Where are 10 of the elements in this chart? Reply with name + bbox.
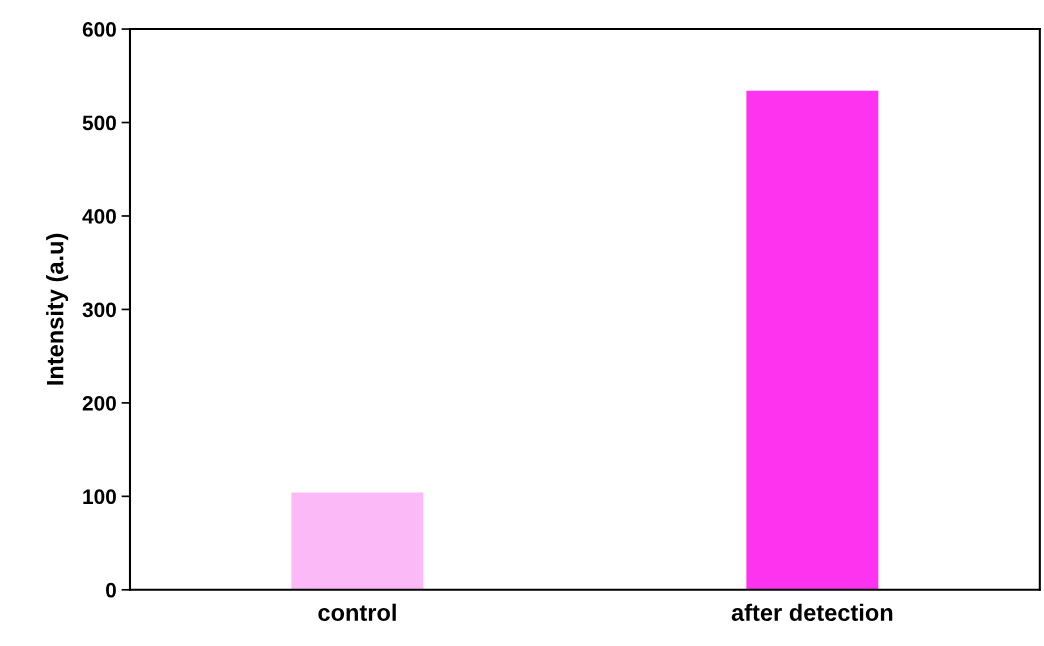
y-tick-label: 300 (82, 302, 116, 318)
y-tick-label: 400 (82, 208, 116, 224)
y-tick-label: 500 (82, 115, 116, 131)
x-tick-label: control (318, 603, 396, 622)
y-axis-title: Intensity (a.u) (46, 233, 69, 385)
y-tick-label: 100 (83, 489, 116, 505)
y-tick-label: 0 (106, 582, 116, 598)
x-tick-label: after detection (731, 603, 893, 622)
y-tick-label: 200 (82, 395, 116, 411)
y-tick-label: 600 (82, 22, 116, 37)
